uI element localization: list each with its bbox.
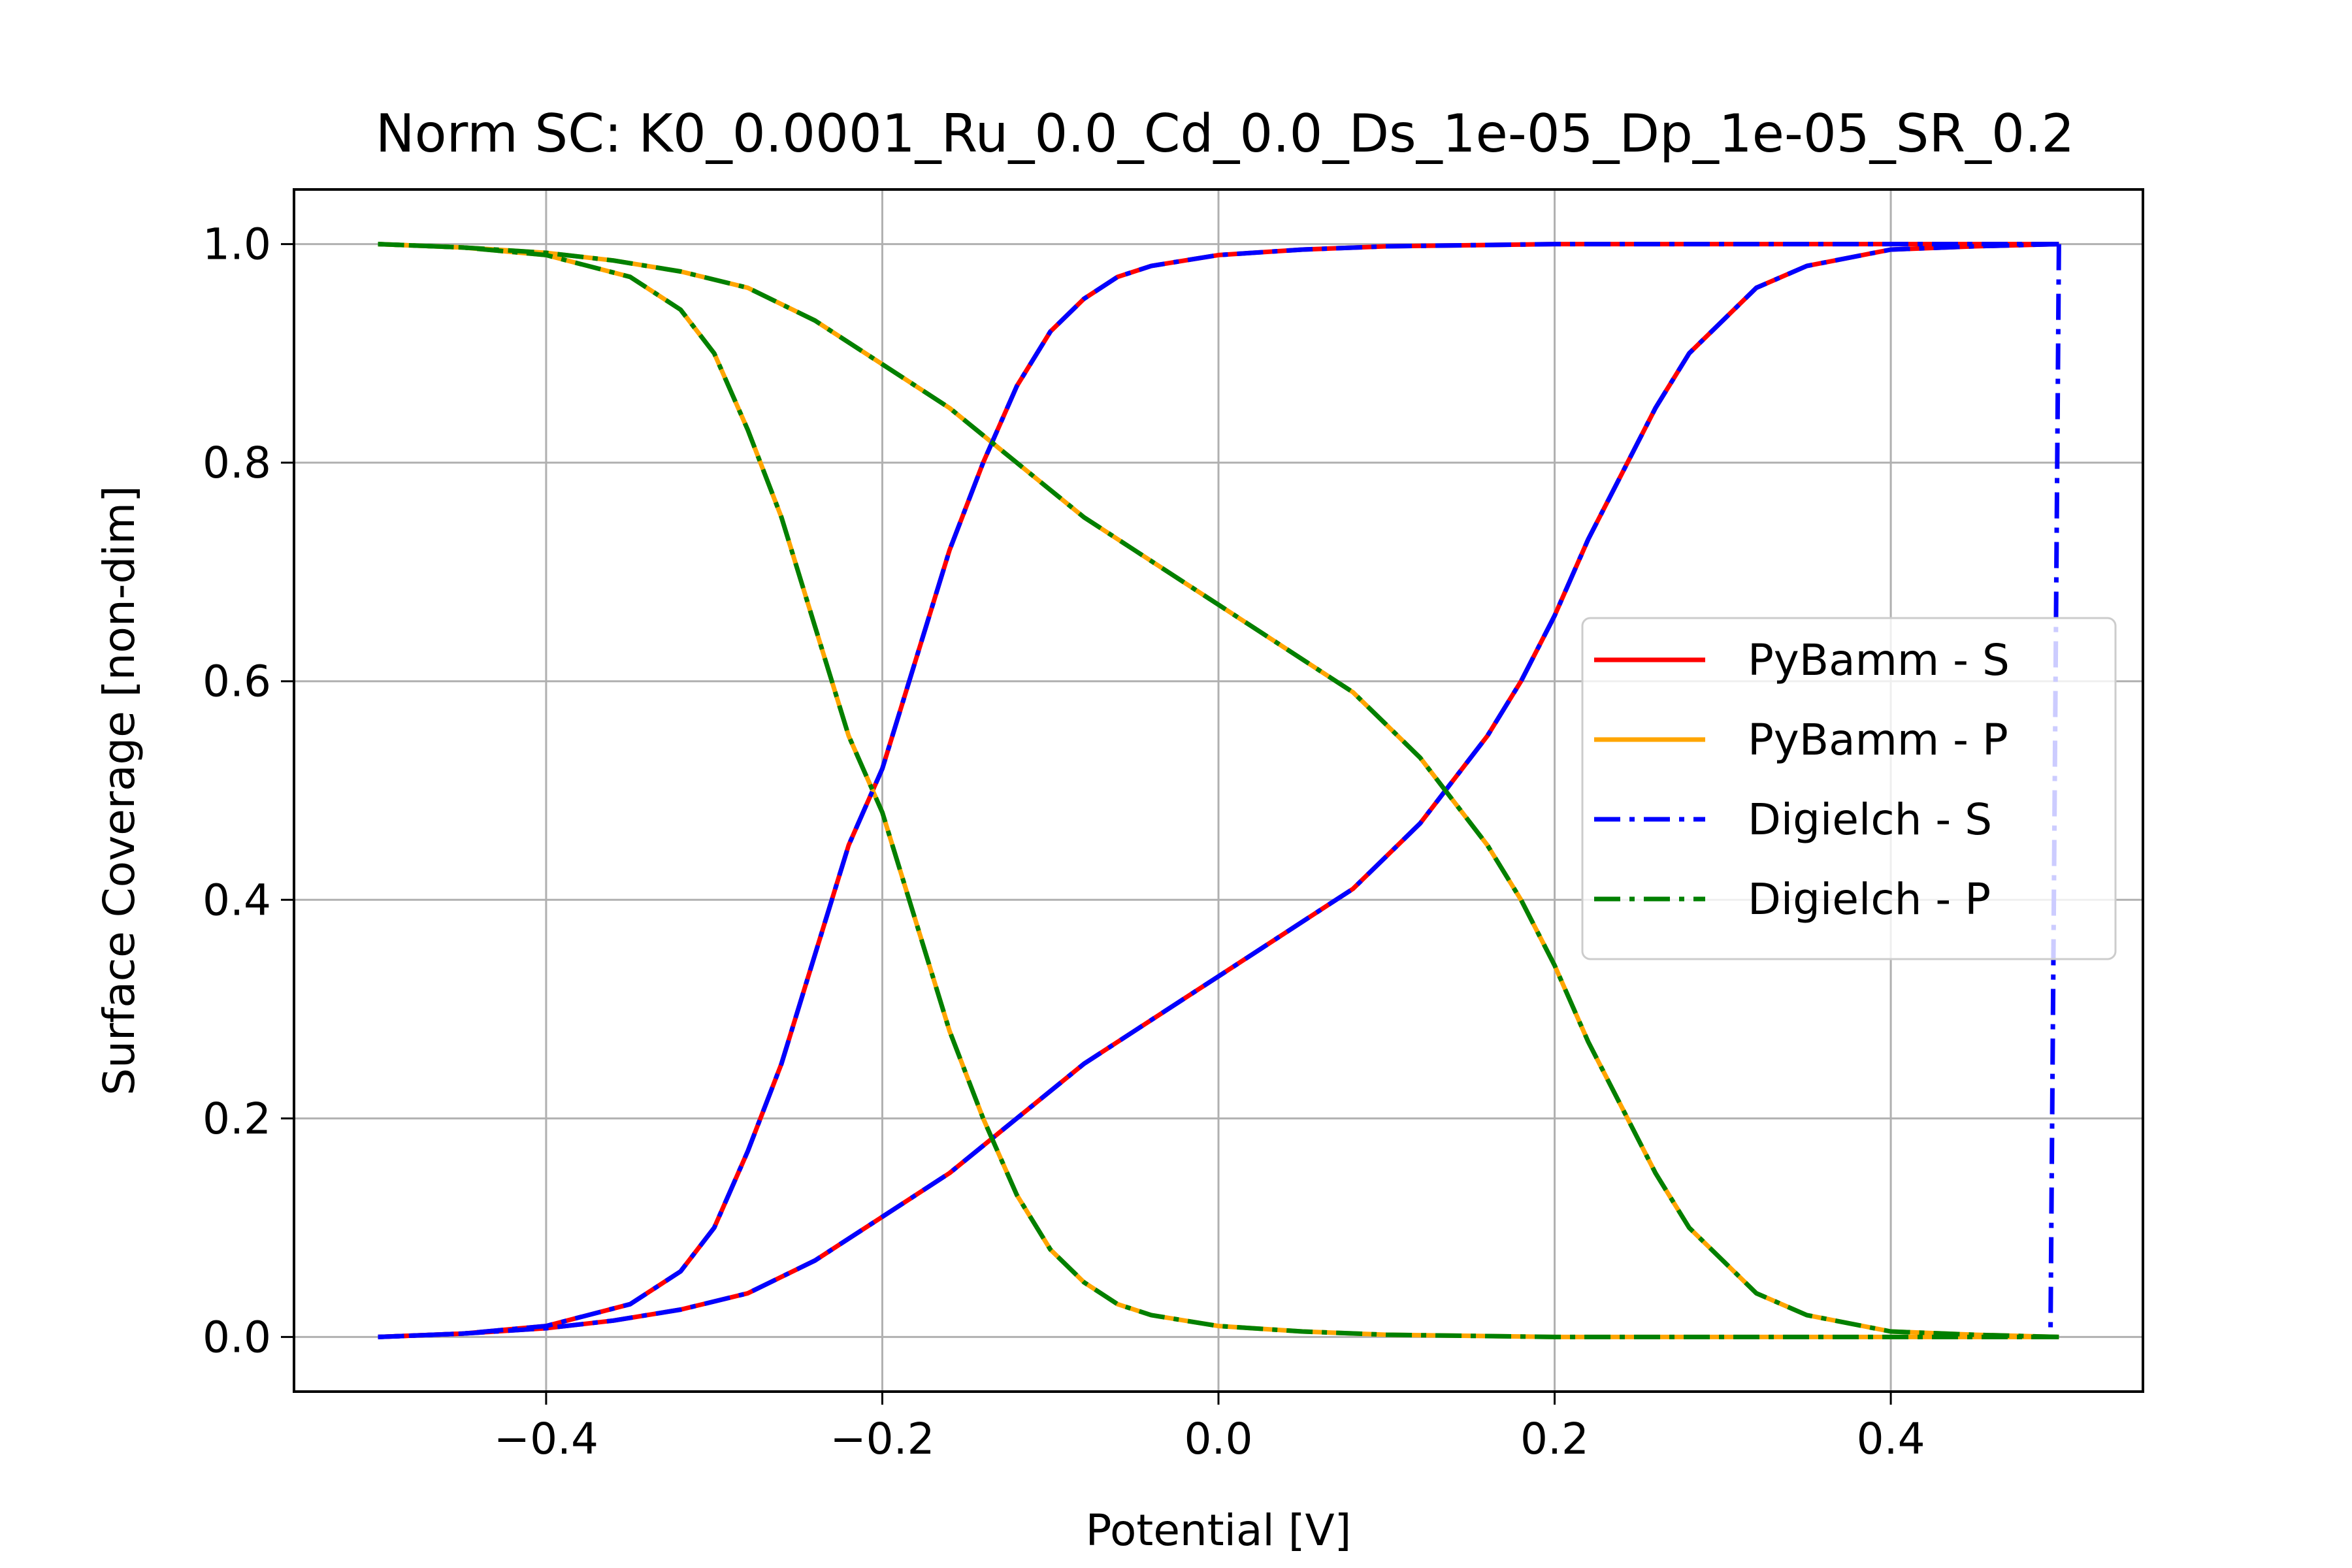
y-tick-label: 0.2 <box>203 1094 271 1144</box>
y-axis-ticks: 0.0 0.2 0.4 0.6 0.8 1.0 <box>203 220 294 1362</box>
x-tick-label: −0.2 <box>830 1414 934 1464</box>
legend-label: PyBamm - P <box>1748 715 2008 765</box>
x-axis-label: Potential [V] <box>1086 1505 1352 1556</box>
legend-label: Digielch - S <box>1748 794 1992 845</box>
series-line-4-segment-1 <box>378 242 2059 1339</box>
x-tick-label: 0.0 <box>1184 1414 1253 1464</box>
y-tick-label: 1.0 <box>203 220 271 270</box>
series-line-3-segment-1 <box>378 242 2059 1339</box>
legend-label: PyBamm - S <box>1748 635 2010 685</box>
series-lines <box>378 242 2061 1339</box>
y-tick-label: 0.4 <box>203 875 271 925</box>
chart-title: Norm SC: K0_0.0001_Ru_0.0_Cd_0.0_Ds_1e-0… <box>376 103 2075 164</box>
x-tick-label: 0.2 <box>1520 1414 1589 1464</box>
y-tick-label: 0.8 <box>203 438 271 488</box>
x-tick-label: −0.4 <box>494 1414 598 1464</box>
y-tick-label: 0.6 <box>203 657 271 707</box>
y-axis-label: Surface Coverage [non-dim] <box>94 485 144 1095</box>
series-line-4-segment-2 <box>378 242 2059 1339</box>
legend-box <box>1581 617 2117 960</box>
x-tick-label: 0.4 <box>1857 1414 1925 1464</box>
legend-label: Digielch - P <box>1748 874 1991 924</box>
y-tick-label: 0.0 <box>203 1312 271 1362</box>
series-line-3-segment-3 <box>378 242 2059 1339</box>
x-axis-ticks: −0.4 −0.2 0.0 0.2 0.4 <box>494 1392 1925 1464</box>
legend: PyBamm - S PyBamm - P Digielch - S Digielch… <box>1581 617 2117 960</box>
